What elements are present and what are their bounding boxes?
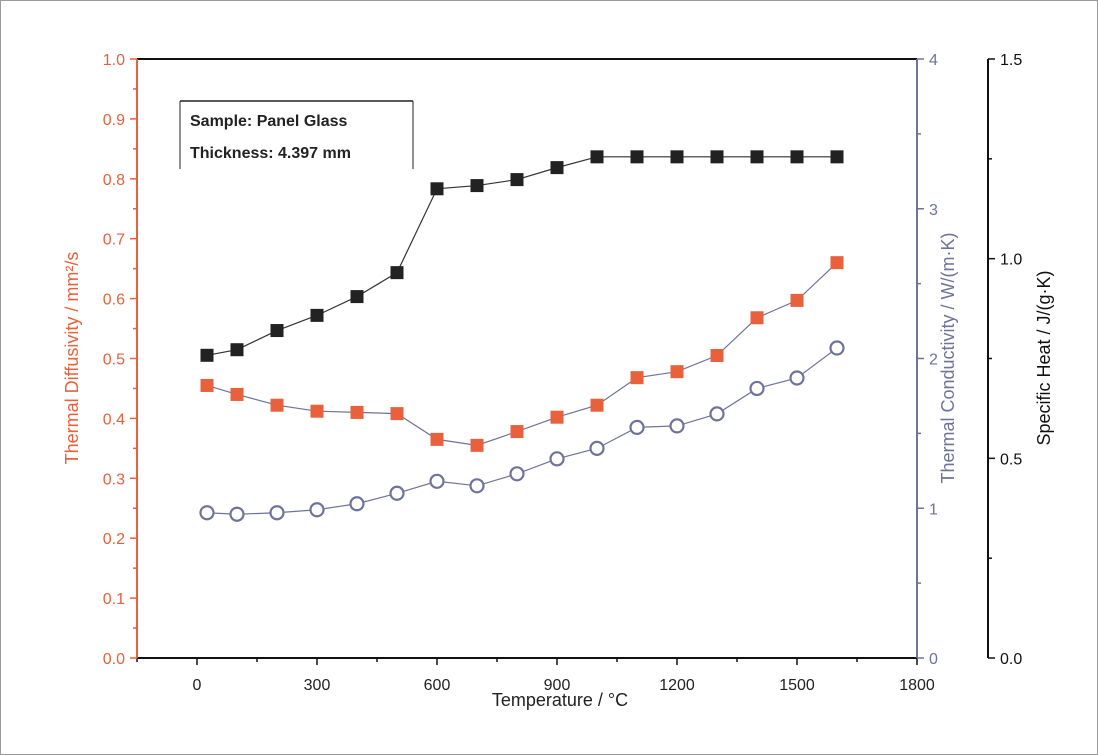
diffusivity-point — [510, 425, 524, 439]
right2-axis-ticks: 0.0 0.5 1.0 1.5 — [988, 52, 1022, 668]
conductivity-point — [749, 380, 765, 397]
conductivity-point — [549, 451, 565, 467]
diffusivity-point — [630, 371, 644, 385]
specific-heat-point — [710, 150, 724, 164]
x-tick-label: 0 — [193, 677, 202, 694]
left-axis-tick-label: 0.5 — [103, 352, 125, 369]
diffusivity-point — [710, 349, 724, 363]
specific-heat-point — [200, 348, 214, 362]
x-tick-label: 1500 — [779, 677, 815, 694]
specific-heat-point — [670, 150, 684, 164]
specific-heat-point — [270, 324, 284, 338]
specific-heat-point — [390, 266, 404, 280]
right1-axis-tick-label: 1 — [929, 501, 938, 518]
conductivity-point — [389, 485, 405, 501]
diffusivity-point — [790, 293, 804, 307]
diffusivity-point — [550, 410, 564, 424]
left-axis-tick-label: 0.8 — [103, 172, 125, 189]
specific-heat-point — [630, 150, 644, 164]
diffusivity-point — [310, 404, 324, 418]
conductivity-point — [629, 419, 645, 435]
conductivity-point — [469, 478, 485, 494]
specific-heat-series-line — [206, 156, 837, 356]
diffusivity-series-line — [206, 262, 838, 446]
specific-heat-point — [830, 150, 844, 164]
diffusivity-point — [830, 256, 844, 270]
left-axis-tick-label: 0.6 — [103, 292, 125, 309]
left-axis-tick-label: 0.9 — [103, 112, 125, 129]
annotation-box: Sample: Panel Glass Thickness: 4.397 mm — [179, 100, 414, 169]
left-axis-tick-label: 0.3 — [103, 471, 125, 488]
x-tick-label: 300 — [304, 677, 331, 694]
left-axis-tick-label: 0.1 — [103, 591, 125, 608]
annotation-line-1: Sample: Panel Glass — [190, 113, 348, 130]
diffusivity-point — [590, 398, 604, 412]
conductivity-point — [349, 496, 365, 512]
specific-heat-point — [350, 290, 364, 304]
diffusivity-point — [270, 398, 284, 412]
right2-axis-tick-label: 0.5 — [1000, 451, 1022, 468]
specific-heat-point — [790, 150, 804, 164]
specific-heat-point — [230, 343, 244, 357]
series-layer — [199, 150, 845, 522]
diffusivity-point — [430, 432, 444, 446]
specific-heat-point — [510, 173, 524, 187]
right2-axis-tick-label: 1.5 — [1000, 52, 1022, 69]
conductivity-point — [199, 505, 215, 521]
specific-heat-point — [590, 150, 604, 164]
x-tick-label: 1800 — [899, 677, 935, 694]
conductivity-point — [829, 340, 845, 356]
right1-axis-tick-label: 3 — [929, 202, 938, 219]
diffusivity-point — [390, 407, 404, 421]
conductivity-point — [589, 440, 605, 456]
diffusivity-point — [350, 405, 364, 419]
conductivity-point — [669, 418, 685, 434]
x-axis-ticks: 0 300 600 900 1200 1500 1800 — [136, 658, 935, 694]
left-axis-tick-label: 0.4 — [103, 411, 125, 428]
left-axis-title: Thermal Diffusivity / mm²/s — [62, 252, 82, 465]
specific-heat-point — [430, 182, 444, 196]
x-tick-label: 1200 — [659, 677, 695, 694]
conductivity-point — [429, 473, 445, 489]
specific-heat-point — [750, 150, 764, 164]
x-tick-label: 900 — [544, 677, 571, 694]
specific-heat-point — [470, 179, 484, 193]
right1-axis-tick-label: 0 — [929, 651, 938, 668]
annotation-line-2: Thickness: 4.397 mm — [190, 145, 351, 162]
conductivity-point — [709, 406, 725, 422]
x-tick-label: 600 — [424, 677, 451, 694]
diffusivity-point — [670, 365, 684, 379]
x-axis-title: Temperature / °C — [492, 690, 628, 710]
specific-heat-point — [310, 308, 324, 322]
right1-axis-tick-label: 4 — [929, 52, 938, 69]
right2-axis-title: Specific Heat / J/(g·K) — [1034, 270, 1054, 445]
diffusivity-point — [230, 387, 244, 401]
right1-axis-title: Thermal Conductivity / W/(m·K) — [938, 232, 958, 483]
diffusivity-point — [200, 378, 214, 392]
conductivity-point — [229, 506, 245, 522]
right2-axis-tick-label: 1.0 — [1000, 252, 1022, 269]
left-axis-tick-label: 1.0 — [103, 52, 125, 69]
left-axis-tick-label: 0.0 — [103, 651, 125, 668]
left-axis-tick-label: 0.2 — [103, 531, 125, 548]
diffusivity-point — [470, 438, 484, 452]
specific-heat-point — [550, 161, 564, 175]
right1-axis-ticks: 0 1 2 3 4 — [917, 52, 938, 668]
right2-axis-tick-label: 0.0 — [1000, 651, 1022, 668]
conductivity-point — [269, 505, 285, 521]
conductivity-point — [789, 370, 805, 386]
left-axis-ticks: 0.0 0.1 0.2 0.3 0.4 0.5 0.6 0.7 0.8 0.9 1.0 — [103, 52, 137, 668]
right1-axis-tick-label: 2 — [929, 352, 938, 369]
conductivity-point — [509, 466, 525, 482]
left-axis-tick-label: 0.7 — [103, 232, 125, 249]
conductivity-point — [309, 502, 325, 518]
diffusivity-point — [750, 311, 764, 325]
